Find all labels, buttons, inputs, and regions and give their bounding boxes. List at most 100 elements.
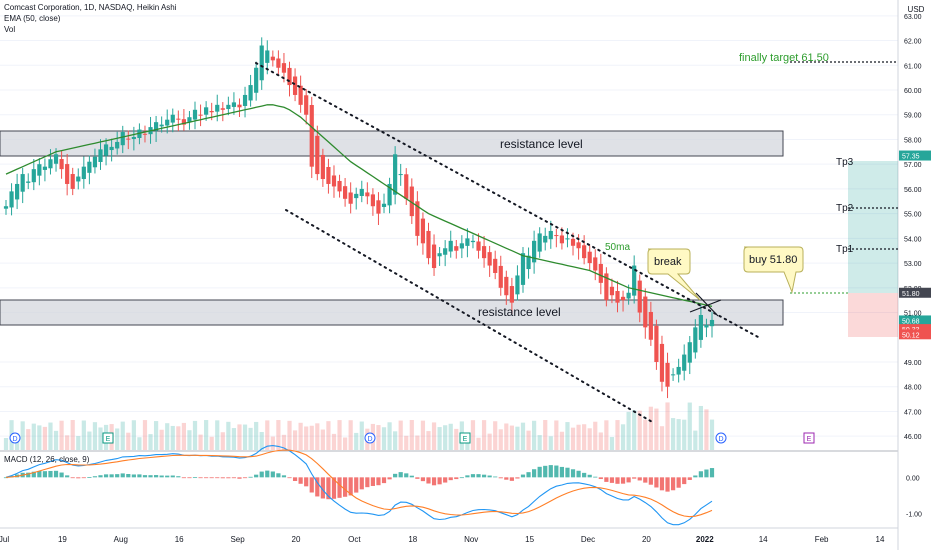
macd-hist-bar: [537, 466, 542, 478]
volume-bar: [554, 420, 559, 450]
dividend-marker-1[interactable]: D: [9, 432, 21, 444]
macd-hist-bar: [215, 477, 220, 479]
channel-lower-line[interactable]: [285, 209, 655, 424]
price-tick-label: 47.00: [904, 409, 922, 416]
macd-hist-bar: [242, 477, 248, 479]
candle-body: [648, 311, 653, 340]
break-callout-label: break: [654, 256, 682, 268]
earnings-marker-1[interactable]: E: [102, 432, 114, 444]
volume-bar: [576, 424, 581, 450]
candle-body: [326, 166, 331, 184]
signal-line: [5, 449, 713, 518]
dividend-marker-2[interactable]: D: [364, 432, 376, 444]
candle-body: [20, 174, 25, 192]
volume-bar: [632, 410, 637, 450]
earnings-marker-2[interactable]: E: [459, 432, 471, 444]
volume-bar: [81, 420, 86, 450]
macd-hist-bar: [254, 474, 259, 478]
vol-legend[interactable]: Vol: [4, 25, 16, 34]
candle-body: [398, 174, 403, 176]
candle-body: [131, 136, 136, 140]
macd-hist-bar: [159, 475, 164, 478]
volume-bar: [426, 431, 431, 450]
macd-hist-bar: [226, 477, 231, 479]
macd-hist-bar: [292, 477, 298, 481]
price-tick-label: 55.00: [904, 212, 922, 219]
candle-body: [226, 104, 231, 110]
candle-body: [165, 119, 170, 126]
earnings-marker-3[interactable]: E: [803, 432, 815, 444]
channel-upper-line[interactable]: [255, 62, 759, 338]
dividend-marker-3[interactable]: D: [715, 432, 727, 444]
candle-body: [343, 186, 348, 199]
macd-hist-bar: [237, 477, 242, 479]
candle-body: [48, 159, 53, 169]
buy-callout-label: buy 51.80: [749, 254, 797, 266]
macd-hist-bar: [87, 477, 92, 478]
price-tick-label: 60.00: [904, 88, 922, 95]
volume-bar: [354, 432, 359, 450]
candle-body: [515, 275, 520, 295]
candle-body: [115, 141, 120, 149]
macd-hist-bar: [387, 477, 392, 480]
candle-body: [65, 164, 70, 184]
macd-line: [5, 445, 713, 526]
price-badge: [899, 150, 931, 161]
candle-body: [437, 253, 442, 257]
resistance-lower-label: resistance level: [478, 305, 561, 319]
macd-axis[interactable]: 0.00 -1.00: [906, 475, 922, 518]
macd-hist-bar: [126, 473, 131, 478]
price-badge: [899, 315, 931, 326]
macd-hist-bar: [287, 477, 292, 479]
macd-hist-bar: [626, 477, 631, 483]
candle-body: [170, 114, 175, 123]
volume-bar: [170, 425, 175, 450]
volume-bar: [626, 411, 631, 450]
buy-callout[interactable]: buy 51.80: [743, 246, 804, 294]
volume-bar: [220, 432, 225, 450]
volume-bar: [292, 430, 298, 450]
price-badge-label: 51.80: [902, 291, 920, 298]
candle-body: [615, 291, 620, 303]
candle-body: [9, 191, 14, 208]
break-callout[interactable]: break: [647, 248, 701, 301]
volume-bar: [198, 434, 203, 450]
candle-body: [231, 102, 237, 107]
macd-hist-bar: [704, 469, 709, 478]
macd-hist-bar: [365, 477, 370, 488]
macd-hist-bar: [98, 475, 103, 478]
macd-hist-bar: [665, 477, 670, 492]
volume-bar: [37, 425, 42, 450]
price-badge: [899, 324, 931, 335]
volume-bar: [481, 420, 487, 450]
time-tick-label: Nov: [464, 535, 478, 544]
ema-legend[interactable]: EMA (50, close): [4, 14, 61, 23]
candle-body: [393, 154, 398, 195]
candle-body: [254, 67, 259, 93]
time-tick-label: Oct: [348, 535, 361, 544]
macd-hist-bar: [37, 470, 42, 478]
macd-hist-bar: [409, 475, 414, 478]
resistance-zone-lower[interactable]: [0, 299, 784, 326]
candle-body: [292, 76, 298, 95]
time-axis[interactable]: Jul 19 Aug 16 Sep 20 Oct 18 Nov 15 Dec 20 2022 14 Feb 1…: [0, 535, 885, 544]
macd-hist-bar: [615, 477, 620, 484]
macd-hist-bar: [481, 474, 487, 478]
risk-zone[interactable]: [848, 293, 898, 337]
symbol-legend[interactable]: Comcast Corporation, 1D, NASDAQ, Heikin …: [4, 3, 177, 12]
candle-body: [331, 175, 337, 187]
macd-hist-bar: [76, 477, 81, 479]
candle-body: [87, 161, 92, 173]
reward-zone[interactable]: [848, 161, 898, 293]
candle-body: [537, 233, 542, 252]
volume-bar: [153, 421, 159, 450]
time-tick-label: 16: [175, 535, 184, 544]
candle-body: [637, 280, 642, 313]
macd-legend[interactable]: MACD (12, 26, close, 9): [4, 455, 90, 464]
volume-bar: [137, 437, 142, 450]
candle-body: [3, 206, 9, 209]
time-tick-label: 14: [876, 535, 885, 544]
macd-hist-bar: [687, 477, 692, 480]
macd-hist-bar: [248, 476, 253, 478]
